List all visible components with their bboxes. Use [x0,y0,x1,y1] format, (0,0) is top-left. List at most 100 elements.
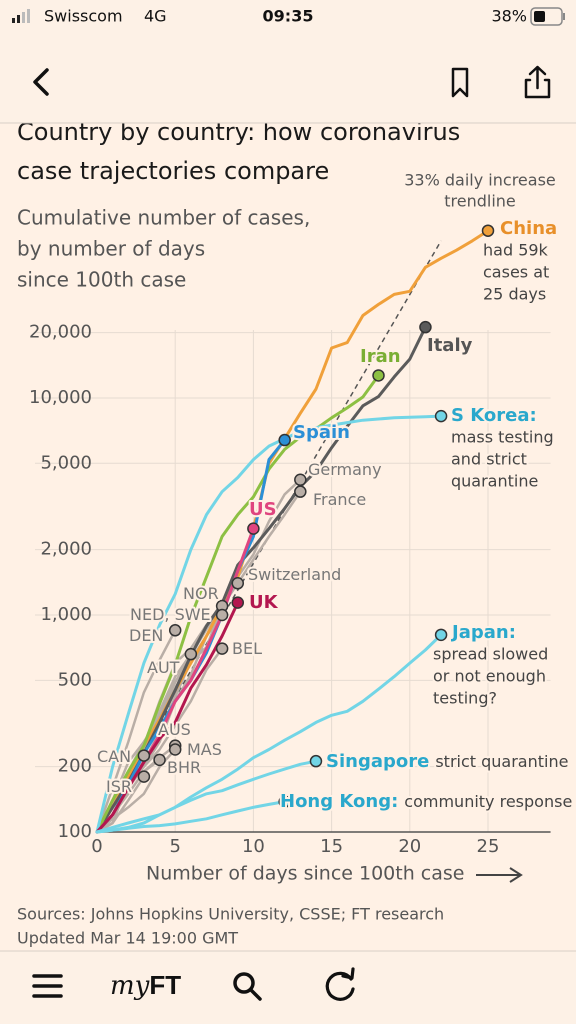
series-label: France [313,490,366,509]
x-tick-label: 0 [91,836,102,857]
series-labels: Germany France Switzerland NOR NED, SWE DEN AU… [95,216,574,814]
end-marker [434,628,448,642]
series-note: testing? [433,689,497,708]
end-marker [137,749,151,762]
bookmark-button[interactable] [451,67,469,98]
series-label: AUT [147,658,180,677]
series-note: mass testing [451,428,554,447]
series-label: DEN [129,626,163,645]
x-tick-label: 10 [242,836,265,857]
series-label: NED, SWE [130,605,211,624]
end-marker [137,770,151,783]
series-label: US [249,499,277,520]
series-name: China [500,218,557,239]
series-line [95,414,443,834]
network: 4G [144,7,167,26]
updated: Updated Mar 14 19:00 GMT [17,929,238,948]
series-line [95,759,318,834]
series-note: 25 days [483,285,546,304]
trendline-label: 33% daily increase [404,171,556,190]
end-marker [215,608,229,622]
end-marker [419,320,432,334]
series-name: CAN [97,747,131,766]
series-label: Iran [360,346,401,367]
end-marker [278,433,291,447]
series-line [95,800,287,834]
series-note: cases at [483,263,549,282]
series-line [95,374,380,834]
series-line [95,582,240,834]
series-label: NOR [183,584,219,603]
end-marker [231,577,245,590]
series-name: Hong Kong: [280,791,398,812]
end-marker [247,522,260,535]
series-name: S Korea: [451,405,537,426]
series-note: quarantine [451,472,538,491]
end-marker [278,795,291,808]
clock: 09:35 [263,7,314,26]
end-marker [231,596,245,609]
series-name: Iran [360,346,401,367]
menu-button[interactable] [32,974,63,998]
carrier: Swisscom [44,7,123,26]
series-name: Germany [308,460,382,479]
search-button[interactable] [233,972,262,1001]
y-tick-label: 100 [58,821,92,842]
tab-bar [0,951,576,1024]
series-note: and strict [451,450,527,469]
series-label: UK [249,592,279,613]
end-marker [184,647,198,661]
series-name: BHR [167,758,201,777]
y-tick-label: 1,000 [40,604,92,625]
trendline-label: trendline [444,192,516,211]
series-name: BEL [232,639,262,658]
series-label: BHR [167,758,201,777]
series-name: Singapore [326,751,429,772]
y-tick-label: 10,000 [29,387,92,408]
series-line [95,325,427,834]
x-tick-label: 20 [398,836,421,857]
x-axis-arrow [476,867,523,883]
chart-subtitle: since 100th case [17,268,186,292]
end-marker [481,224,495,237]
series-name: Italy [427,335,473,356]
brand-ft: FT [149,970,181,1000]
sources: Sources: Johns Hopkins University, CSSE;… [17,905,444,924]
series-markers [137,224,495,808]
end-marker [294,473,307,486]
series-name: Spain [293,422,350,443]
brand-my: my [110,971,150,1001]
series-label: Japan: [450,622,516,643]
series-label: Germany [308,460,382,479]
end-marker [168,743,182,756]
end-marker [168,624,182,637]
end-marker [372,369,385,382]
x-tick-label: 15 [320,836,343,857]
series-label: S Korea: [451,405,537,426]
series-name: AUT [147,658,180,677]
top-bar [0,0,576,123]
series-label: CAN [97,747,131,766]
y-tick-label: 5,000 [40,452,92,473]
series-name: MAS [187,740,222,759]
x-tick-label: 5 [169,836,180,857]
back-button[interactable] [33,68,49,96]
end-marker [153,753,166,767]
refresh-button[interactable] [325,967,355,1001]
series-name: DEN [129,626,163,645]
x-axis-label: Number of days since 100th case [146,863,464,885]
series-label: Spain [293,422,350,443]
series-name: AUS [158,720,191,739]
y-tick-label: 200 [58,756,92,777]
series-label: Italy [427,335,473,356]
series-note: strict quarantine [435,752,568,771]
series-name: Japan: [450,622,516,643]
series-note: community response [404,792,572,811]
series-label: ISR [106,777,132,796]
share-button[interactable] [524,65,551,99]
battery-level: 38% [491,7,527,26]
series-label: China [500,218,557,239]
myft-button[interactable]: myFT [110,970,181,1001]
series-name: NOR [183,584,219,603]
